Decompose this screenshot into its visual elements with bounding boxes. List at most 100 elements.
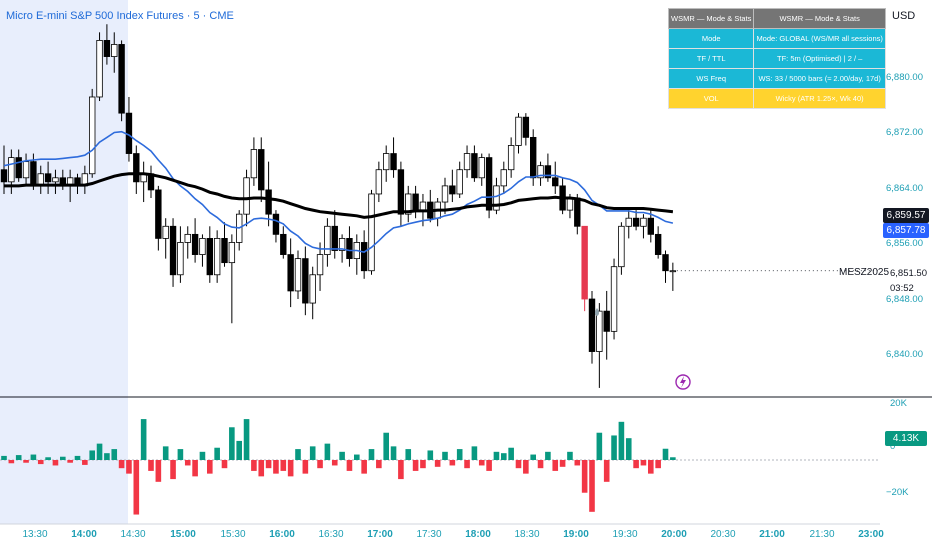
candle-body <box>133 153 140 183</box>
volume-bar <box>339 451 345 460</box>
candle-body <box>463 153 471 171</box>
candle-body <box>191 233 199 255</box>
volume-bar <box>133 460 140 515</box>
stats-row-value: WS: 33 / 5000 bars (≈ 2.00/day, 17d) <box>753 68 886 89</box>
volume-bar <box>177 449 184 460</box>
candle-body <box>574 197 581 227</box>
volume-bar <box>265 460 272 469</box>
candle-body <box>250 149 258 179</box>
time-label: 16:30 <box>318 529 344 540</box>
time-label: 15:30 <box>220 529 246 540</box>
volume-bar <box>552 460 559 471</box>
volume-bar <box>398 460 404 480</box>
volume-bar <box>236 440 242 460</box>
candle-body <box>331 225 338 251</box>
candle-body <box>169 225 177 276</box>
volume-bar <box>280 460 287 471</box>
price-label-3: 6,864.00 <box>886 183 923 194</box>
time-label: 16:00 <box>269 529 295 540</box>
volume-bar <box>559 460 566 467</box>
symbol-label: MESZ2025 <box>839 267 890 278</box>
time-label: 17:00 <box>367 529 393 540</box>
stats-row: WS Freq WS: 33 / 5000 bars (≈ 2.00/day, 1… <box>667 68 886 89</box>
stats-row: TF / TTL TF: 5m (Optimised) | 2 / – <box>667 48 886 69</box>
time-label: 21:30 <box>809 529 835 540</box>
stats-row-label: VOL <box>667 88 755 109</box>
ema-slow-line <box>4 172 674 219</box>
candle-body <box>360 242 368 272</box>
stats-row-label: WS Freq <box>667 68 755 89</box>
candle-body <box>265 189 272 215</box>
candle-body <box>441 185 449 203</box>
stats-row-value: Wicky (ATR 1.25×, Wk 40) <box>753 88 886 109</box>
candle-body <box>669 270 677 273</box>
volume-bar <box>501 453 507 460</box>
time-label: 15:00 <box>170 529 196 540</box>
volume-bar <box>464 460 470 469</box>
candle-body <box>96 40 103 98</box>
volume-bar <box>8 460 15 464</box>
candle-body <box>15 157 22 179</box>
stats-row: WSMR — Mode & Stats WSMR — Mode & Stats <box>667 8 886 29</box>
stats-row: Mode Mode: GLOBAL (WS/MR all sessions) <box>667 28 886 49</box>
volume-bar <box>104 453 110 460</box>
volume-bar <box>442 451 448 460</box>
volume-bar <box>309 446 316 460</box>
volume-bar <box>287 460 294 477</box>
candle-body <box>162 225 169 239</box>
volume-bar <box>633 460 639 469</box>
volume-bar <box>611 435 617 460</box>
volume-bar <box>596 432 603 460</box>
time-label: 14:30 <box>120 529 146 540</box>
volume-bar <box>331 460 338 466</box>
candle-body <box>287 254 294 292</box>
session-shading <box>0 0 128 524</box>
candle-body <box>30 161 37 187</box>
candle-body <box>228 242 236 264</box>
price-label-5: 6,848.00 <box>886 294 923 305</box>
currency-label[interactable]: USD <box>892 10 916 22</box>
volume-bar <box>412 460 419 471</box>
volume-bar <box>456 449 463 460</box>
volume-bar <box>670 457 676 460</box>
ema-fast-line <box>3 130 674 253</box>
candle-body <box>199 238 206 255</box>
volume-bar <box>162 446 169 460</box>
candle-body <box>610 266 618 332</box>
candle-body <box>544 165 552 179</box>
candle-body <box>405 193 412 215</box>
time-label: 17:30 <box>416 529 442 540</box>
candle-body <box>89 96 96 175</box>
volume-bar <box>427 450 434 460</box>
volume-bar <box>37 460 44 465</box>
volume-bar <box>324 443 331 460</box>
candle-body <box>522 116 530 138</box>
candle-body <box>324 225 331 255</box>
stats-row-value: TF: 5m (Optimised) | 2 / – <box>753 48 886 69</box>
candle-body <box>272 213 280 235</box>
volume-bar <box>89 450 95 460</box>
candle-body <box>515 116 522 146</box>
candle-body <box>346 238 353 260</box>
volume-bar <box>420 460 426 469</box>
volume-bar <box>23 460 29 463</box>
volume-bar <box>67 460 73 463</box>
volume-bar <box>295 449 301 460</box>
volume-bar <box>390 446 397 460</box>
lightning-bolt-icon <box>680 376 686 388</box>
stats-table: WSMR — Mode & Stats WSMR — Mode & Stats Mo… <box>667 8 886 109</box>
time-label: 19:00 <box>563 529 589 540</box>
candle-body <box>471 153 478 179</box>
candle-body <box>588 298 596 352</box>
time-label: 18:30 <box>514 529 540 540</box>
volume-bar <box>545 451 551 460</box>
volume-bar <box>493 451 500 460</box>
volume-bar <box>45 457 51 460</box>
candle-body <box>500 169 507 187</box>
candle-body <box>449 185 456 195</box>
volume-bar <box>317 460 323 469</box>
volume-bar <box>251 460 257 471</box>
volume-bar <box>302 460 309 474</box>
volume-bar <box>376 460 382 469</box>
